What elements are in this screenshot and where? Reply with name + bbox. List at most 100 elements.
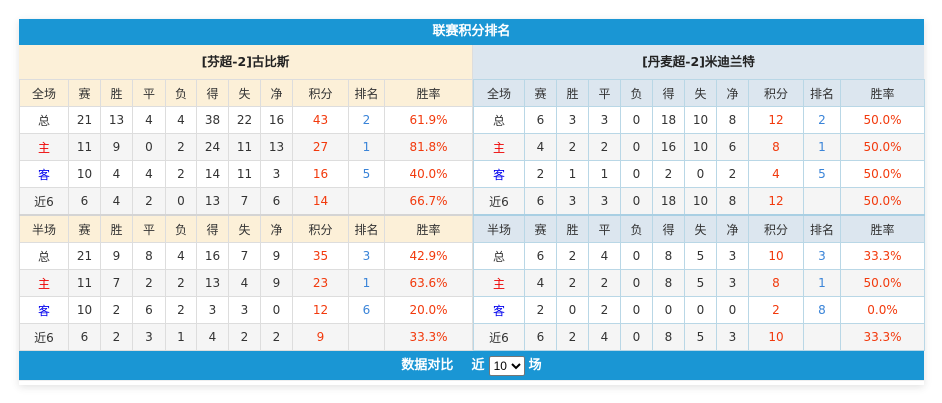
table-cell: 6 <box>68 187 101 216</box>
table-cell: 0 <box>620 133 653 161</box>
table-cell: 2 <box>100 296 133 324</box>
table-cell: 近6 <box>473 323 525 351</box>
column-header: 积分 <box>292 79 349 107</box>
table-cell: 主 <box>19 133 69 161</box>
table-cell: 42.9% <box>384 242 473 270</box>
table-row: 总 21 13 4 4 38 22 16 43 2 61.9% <box>19 106 473 134</box>
table-cell: 0 <box>556 296 589 324</box>
table-cell: 33.3% <box>384 323 473 351</box>
table-cell: 0 <box>652 296 685 324</box>
table-cell: 21 <box>68 106 101 134</box>
table-cell: 10 <box>684 187 717 216</box>
table-cell: 38 <box>196 106 229 134</box>
table-cell: 6 <box>524 106 557 134</box>
table-cell: 3 <box>348 242 385 270</box>
table-cell: 2 <box>652 160 685 188</box>
table-cell: 8 <box>716 106 749 134</box>
table-cell: 40.0% <box>384 160 473 188</box>
table-cell: 3 <box>716 242 749 270</box>
table-cell: 7 <box>100 269 133 297</box>
table-cell: 近6 <box>19 187 69 216</box>
table-cell: 6 <box>716 133 749 161</box>
table-cell: 11 <box>68 133 101 161</box>
away-team-name: [丹麦超-2]米迪兰特 <box>473 45 924 79</box>
column-header: 赛 <box>68 79 101 107</box>
table-cell: 2 <box>132 187 166 216</box>
table-row: 主 11 9 0 2 24 11 13 27 1 81.8% <box>19 133 473 161</box>
home-team-standings: [芬超-2]古比斯 全场赛胜平负得失净积分 排名 胜率总 21 13 4 4 38 22 16 43… <box>19 45 473 351</box>
table-cell: 1 <box>348 133 385 161</box>
column-header: 平 <box>588 79 621 107</box>
table-cell: 4 <box>228 269 261 297</box>
table-cell: 9 <box>260 269 293 297</box>
matches-suffix: 场 <box>528 358 542 373</box>
table-cell: 14 <box>196 160 229 188</box>
table-cell: 27 <box>292 133 349 161</box>
column-header: 净 <box>260 214 293 243</box>
home-standings-table: 全场赛胜平负得失净积分 排名 胜率总 21 13 4 4 38 22 16 43 2 61.9% 主 11 9… <box>19 79 473 351</box>
table-cell: 4 <box>588 242 621 270</box>
table-cell: 5 <box>684 242 717 270</box>
table-cell: 5 <box>684 269 717 297</box>
table-cell: 3 <box>132 323 166 351</box>
table-row: 主 4 2 2 0 16 10 6 8 1 50.0% <box>473 133 925 161</box>
table-row: 近6 6 2 3 1 4 2 2 9 33.3% <box>19 323 473 351</box>
table-row: 近6 6 2 4 0 8 5 3 10 33.3% <box>473 323 925 351</box>
table-cell: 0 <box>684 296 717 324</box>
table-cell: 12 <box>292 296 349 324</box>
table-cell: 9 <box>100 242 133 270</box>
table-cell: 10 <box>748 323 804 351</box>
table-cell: 6 <box>260 187 293 216</box>
column-header: 得 <box>196 214 229 243</box>
table-cell: 6 <box>132 296 166 324</box>
table-cell: 61.9% <box>384 106 473 134</box>
column-header: 得 <box>196 79 229 107</box>
table-cell: 8 <box>652 323 685 351</box>
table-cell: 4 <box>196 323 229 351</box>
table-cell: 1 <box>556 160 589 188</box>
data-compare-label: 数据对比 <box>401 358 454 373</box>
table-cell: 总 <box>19 106 69 134</box>
table-cell: 近6 <box>19 323 69 351</box>
table-cell: 10 <box>684 106 717 134</box>
table-cell: 客 <box>19 160 69 188</box>
table-cell: 8 <box>803 296 841 324</box>
table-cell: 2 <box>348 106 385 134</box>
table-cell: 16 <box>260 106 293 134</box>
table-cell: 4 <box>165 242 197 270</box>
table-cell: 50.0% <box>840 106 925 134</box>
table-cell: 5 <box>803 160 841 188</box>
table-cell: 3 <box>803 242 841 270</box>
table-cell <box>803 187 841 216</box>
table-cell: 24 <box>196 133 229 161</box>
table-cell: 2 <box>588 269 621 297</box>
column-header: 赛 <box>68 214 101 243</box>
table-cell: 33.3% <box>840 242 925 270</box>
table-cell: 3 <box>196 296 229 324</box>
table-cell: 23 <box>292 269 349 297</box>
column-header: 负 <box>165 214 197 243</box>
table-cell: 8 <box>132 242 166 270</box>
table-cell: 4 <box>524 133 557 161</box>
table-cell: 2 <box>165 160 197 188</box>
table-cell: 近6 <box>473 187 525 216</box>
column-header: 失 <box>684 79 717 107</box>
table-cell: 主 <box>19 269 69 297</box>
table-cell: 9 <box>260 242 293 270</box>
table-cell: 18 <box>652 187 685 216</box>
column-header: 积分 <box>292 214 349 243</box>
table-cell: 3 <box>260 160 293 188</box>
table-cell: 0.0% <box>840 296 925 324</box>
recent-count-select[interactable]: 10 <box>488 355 525 376</box>
table-cell: 7 <box>228 187 261 216</box>
table-cell: 1 <box>803 133 841 161</box>
table-cell: 0 <box>620 296 653 324</box>
table-cell: 5 <box>348 160 385 188</box>
table-cell: 7 <box>228 242 261 270</box>
next-table-edge <box>19 380 924 385</box>
table-cell: 主 <box>473 133 525 161</box>
column-header: 全场 <box>473 79 525 107</box>
column-header-row: 半场赛胜平负得失净积分 排名 胜率 <box>473 214 925 243</box>
table-cell: 16 <box>652 133 685 161</box>
standings-panel: 联赛积分排名 [芬超-2]古比斯 全场赛胜平负得失净积分 排名 胜率总 21 13 4 4 3… <box>19 19 925 385</box>
